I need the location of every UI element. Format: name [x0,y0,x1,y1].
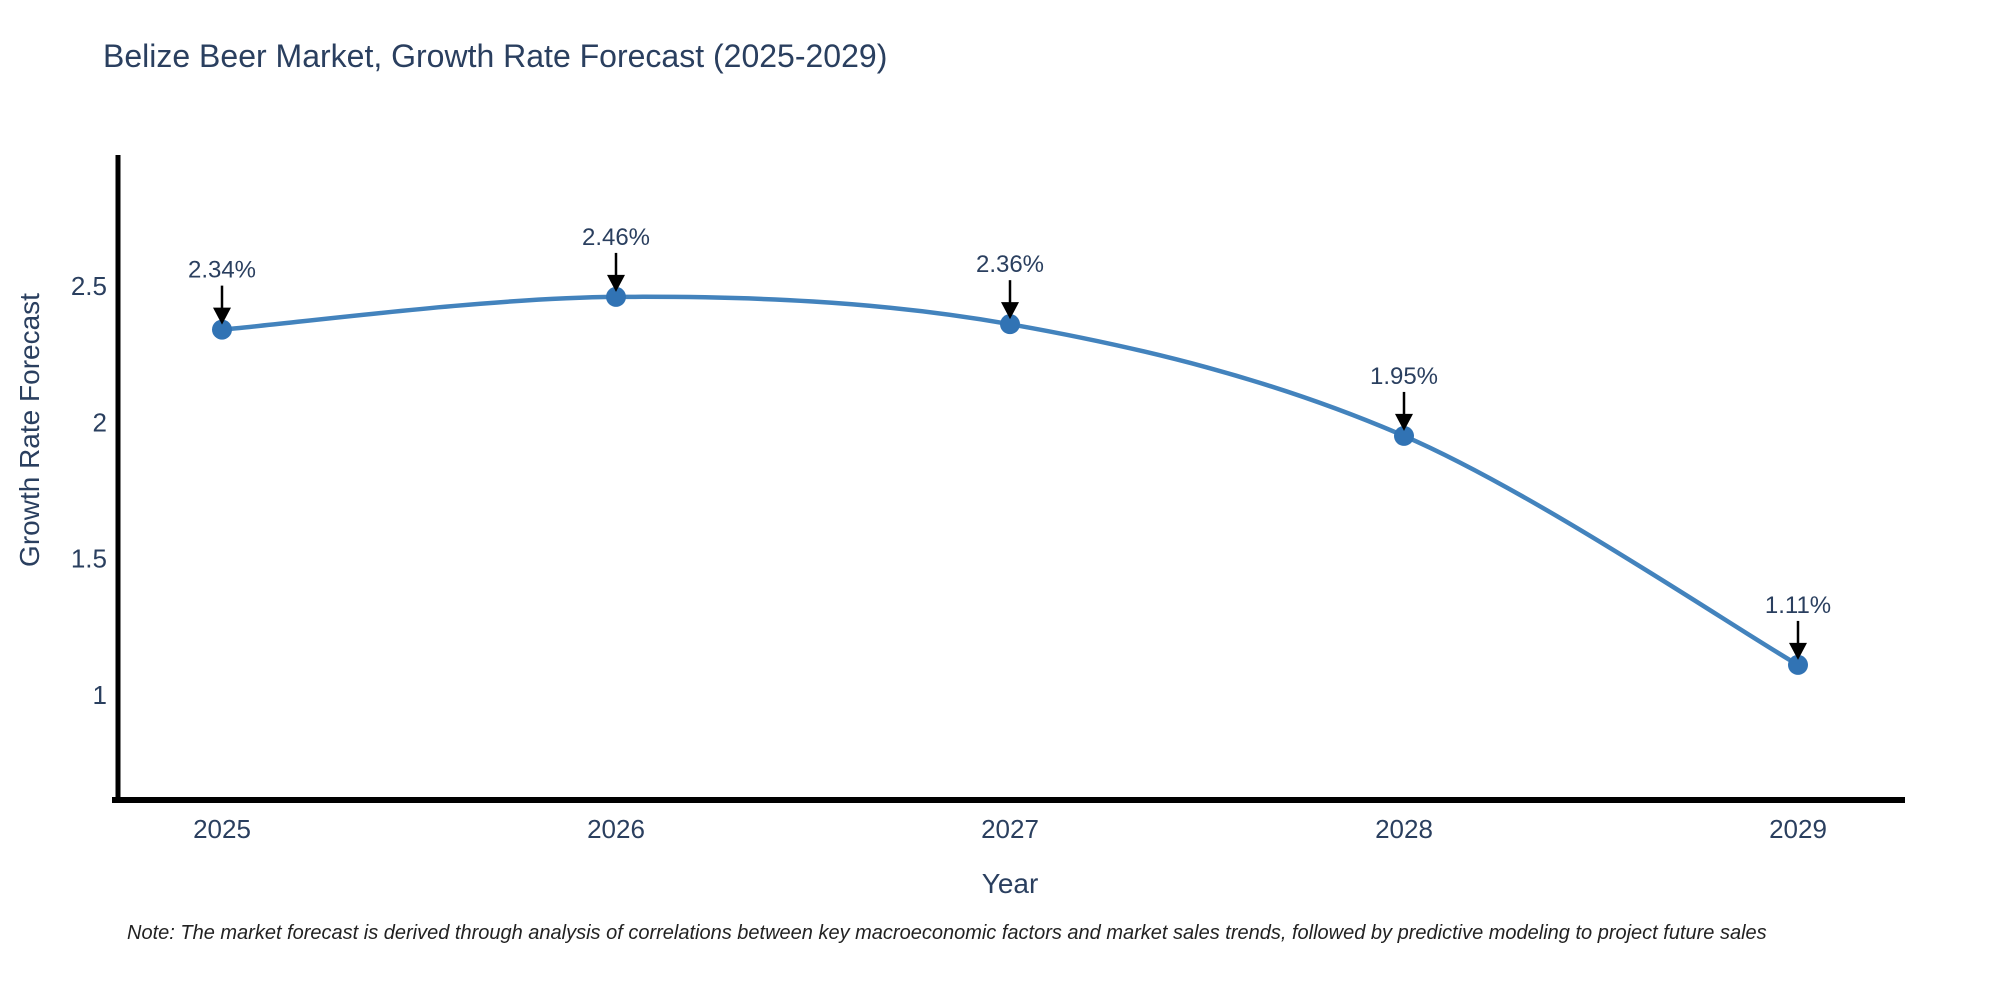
annotation-arrowhead [1789,642,1807,660]
annotation-arrowhead [1395,413,1413,431]
y-tick-label: 1.5 [71,544,107,574]
x-tick-label: 2028 [1375,814,1433,844]
data-point-marker-2026 [606,286,626,307]
forecast-line [219,294,1801,668]
y-axis-title: Growth Rate Forecast [14,293,45,567]
y-tick-label: 2.5 [71,271,107,301]
x-tick-label: 2029 [1769,814,1827,844]
point-annotation-label: 2.36% [976,251,1044,278]
chart-title: Belize Beer Market, Growth Rate Forecast… [103,38,888,74]
y-tick-label: 1 [93,680,107,710]
x-tick-label: 2027 [981,814,1039,844]
x-axis-title: Year [981,868,1039,899]
y-tick-label: 2 [93,407,107,437]
annotation-arrowhead [607,274,625,292]
annotation-arrowhead [1001,302,1019,320]
point-annotation-label: 1.95% [1370,363,1438,390]
point-annotation-label: 2.34% [188,257,256,284]
footnote: Note: The market forecast is derived thr… [127,922,1767,944]
x-tick-label: 2026 [587,814,645,844]
x-tick-label: 2025 [193,814,251,844]
data-point-marker-2027 [1000,314,1020,335]
data-point-marker-2028 [1394,425,1414,446]
data-point-marker-2029 [1788,654,1808,675]
data-point-marker-2025 [212,319,232,340]
point-annotation-label: 1.11% [1765,592,1831,619]
point-annotation-label: 2.46% [582,224,650,251]
annotation-arrowhead [213,307,231,325]
